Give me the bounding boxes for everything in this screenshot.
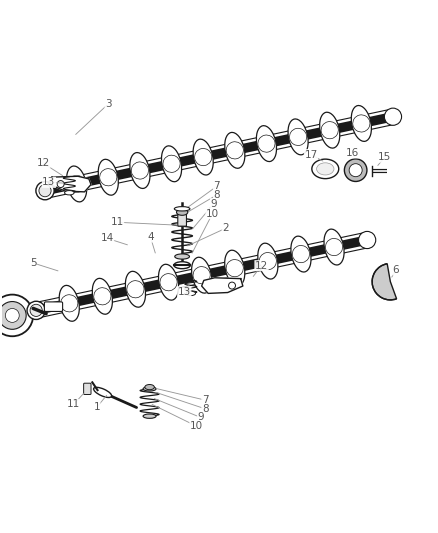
Text: 7: 7	[213, 181, 220, 191]
Ellipse shape	[226, 142, 244, 159]
Ellipse shape	[175, 254, 190, 259]
Ellipse shape	[317, 163, 334, 175]
Text: 10: 10	[190, 421, 203, 431]
Circle shape	[5, 309, 19, 322]
Text: 7: 7	[202, 395, 208, 405]
Ellipse shape	[288, 119, 308, 155]
Ellipse shape	[39, 184, 51, 197]
Text: 11: 11	[110, 217, 124, 227]
Ellipse shape	[100, 168, 117, 186]
Ellipse shape	[36, 182, 54, 200]
Ellipse shape	[64, 191, 74, 195]
Circle shape	[57, 181, 64, 188]
Ellipse shape	[174, 207, 190, 211]
Text: 8: 8	[213, 190, 220, 200]
Text: 8: 8	[202, 404, 208, 414]
Ellipse shape	[193, 139, 213, 175]
Ellipse shape	[160, 273, 177, 291]
Ellipse shape	[385, 108, 402, 125]
Text: 1: 1	[93, 402, 100, 413]
Ellipse shape	[130, 152, 150, 189]
Ellipse shape	[292, 246, 310, 263]
Ellipse shape	[312, 159, 339, 179]
Ellipse shape	[320, 112, 340, 148]
Text: 9: 9	[198, 413, 204, 423]
Ellipse shape	[125, 271, 145, 307]
Text: 16: 16	[346, 148, 359, 158]
Text: 11: 11	[67, 399, 80, 409]
Text: 13: 13	[178, 287, 191, 297]
Ellipse shape	[191, 257, 212, 293]
Ellipse shape	[145, 384, 154, 390]
Ellipse shape	[193, 266, 210, 284]
Text: 6: 6	[393, 265, 399, 275]
Ellipse shape	[67, 166, 87, 202]
Circle shape	[344, 159, 367, 181]
Ellipse shape	[177, 209, 188, 215]
Ellipse shape	[325, 238, 343, 256]
Ellipse shape	[94, 387, 112, 398]
Ellipse shape	[353, 115, 370, 132]
Ellipse shape	[174, 262, 191, 269]
Ellipse shape	[163, 155, 180, 172]
Text: 9: 9	[211, 199, 217, 208]
Circle shape	[0, 295, 33, 336]
Ellipse shape	[258, 135, 275, 152]
Ellipse shape	[68, 175, 85, 192]
Circle shape	[0, 302, 26, 329]
Ellipse shape	[290, 128, 307, 146]
Ellipse shape	[94, 288, 111, 305]
Ellipse shape	[98, 159, 118, 195]
Text: 3: 3	[105, 99, 112, 109]
Ellipse shape	[226, 260, 244, 277]
FancyBboxPatch shape	[178, 212, 187, 226]
Ellipse shape	[60, 295, 78, 312]
Ellipse shape	[36, 182, 53, 199]
Polygon shape	[50, 176, 91, 192]
Ellipse shape	[143, 414, 156, 418]
Text: 4: 4	[147, 232, 154, 242]
Text: 5: 5	[30, 258, 37, 268]
Ellipse shape	[351, 106, 371, 141]
Text: 14: 14	[100, 233, 114, 243]
Ellipse shape	[258, 243, 278, 279]
Text: 13: 13	[42, 177, 56, 187]
Ellipse shape	[225, 132, 245, 168]
Ellipse shape	[186, 291, 196, 296]
Polygon shape	[201, 278, 243, 293]
Ellipse shape	[59, 285, 79, 321]
Text: 17: 17	[304, 150, 318, 159]
Ellipse shape	[259, 253, 276, 270]
Ellipse shape	[291, 236, 311, 272]
Ellipse shape	[194, 149, 212, 166]
Ellipse shape	[28, 302, 45, 319]
Ellipse shape	[359, 231, 376, 248]
FancyBboxPatch shape	[44, 302, 63, 311]
Ellipse shape	[324, 229, 344, 265]
Ellipse shape	[162, 146, 182, 182]
Circle shape	[229, 282, 236, 289]
Ellipse shape	[225, 250, 245, 286]
Ellipse shape	[159, 264, 179, 300]
Circle shape	[349, 164, 362, 177]
Ellipse shape	[131, 162, 148, 179]
Ellipse shape	[127, 281, 144, 298]
Text: 12: 12	[255, 261, 268, 271]
Text: 10: 10	[206, 208, 219, 219]
Text: 12: 12	[37, 158, 50, 168]
Text: 15: 15	[378, 152, 391, 162]
Text: 2: 2	[222, 223, 229, 233]
Ellipse shape	[30, 304, 42, 317]
Ellipse shape	[256, 126, 276, 161]
Wedge shape	[372, 264, 396, 300]
FancyBboxPatch shape	[84, 383, 91, 394]
Ellipse shape	[321, 122, 338, 139]
Ellipse shape	[27, 301, 45, 319]
Ellipse shape	[92, 278, 113, 314]
Ellipse shape	[143, 386, 156, 391]
